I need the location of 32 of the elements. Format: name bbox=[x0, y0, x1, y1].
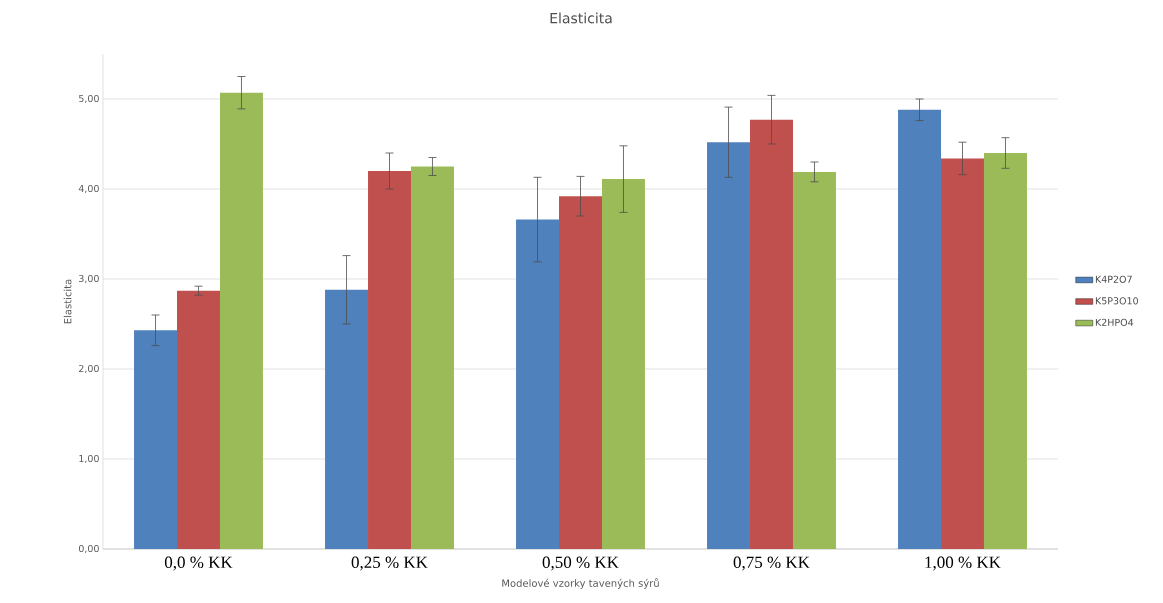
bar bbox=[177, 290, 220, 549]
legend-label: K5P3O10 bbox=[1095, 297, 1138, 305]
bar bbox=[368, 171, 411, 549]
x-tick-label: 0,50 % KK bbox=[542, 556, 619, 571]
bar bbox=[325, 289, 369, 549]
bar bbox=[410, 166, 454, 549]
bar bbox=[601, 179, 645, 549]
y-tick-label: 0,00 bbox=[78, 544, 99, 554]
bar bbox=[219, 92, 263, 549]
bar bbox=[559, 196, 602, 549]
bar bbox=[707, 142, 751, 549]
y-axis-title: Elasticita bbox=[63, 279, 72, 324]
x-tick-label: 0,0 % KK bbox=[164, 556, 233, 571]
x-tick-label: 1,00 % KK bbox=[925, 556, 1001, 571]
bar bbox=[898, 109, 942, 549]
bar bbox=[792, 171, 836, 549]
y-tick-label: 5,00 bbox=[79, 94, 99, 104]
chart-title: Elasticita bbox=[550, 12, 612, 24]
legend-label: K2HPO4 bbox=[1095, 318, 1134, 326]
x-tick-label: 0,75 % KK bbox=[733, 556, 810, 571]
bar bbox=[516, 219, 560, 549]
x-axis-title: Modelové vzorky tavených sýrů bbox=[502, 578, 659, 589]
y-tick-label: 2,00 bbox=[79, 364, 99, 374]
y-tick-label: 1,00 bbox=[79, 454, 99, 464]
bar bbox=[750, 119, 793, 549]
y-tick-label: 4,00 bbox=[78, 184, 99, 194]
bar bbox=[941, 158, 984, 549]
legend-label: K4P2O7 bbox=[1095, 275, 1132, 283]
x-tick-label: 0,25 % KK bbox=[351, 556, 428, 571]
bar bbox=[983, 153, 1027, 549]
y-tick-label: 3,00 bbox=[79, 274, 99, 284]
bar bbox=[134, 330, 178, 549]
